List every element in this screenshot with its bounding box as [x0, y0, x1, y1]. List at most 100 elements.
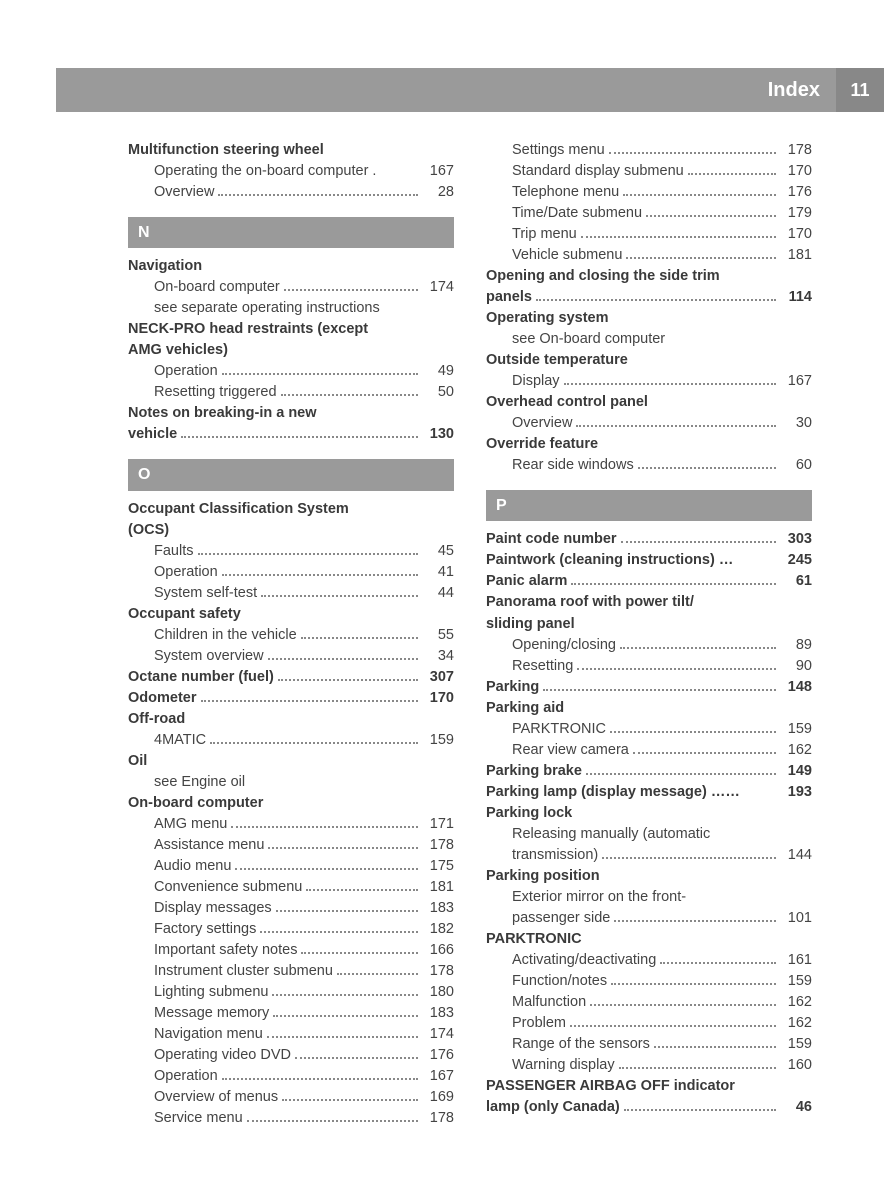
leader-dots — [576, 425, 776, 427]
index-subentry-label: Resetting triggered — [154, 382, 277, 403]
index-heading: Operating system — [486, 308, 812, 329]
index-entry-label: Paintwork (cleaning instructions) … — [486, 550, 733, 571]
index-entry-page: 193 — [780, 782, 812, 803]
index-entry-page: 61 — [780, 571, 812, 592]
index-subentry-page: 101 — [780, 908, 812, 929]
leader-dots — [660, 962, 776, 964]
index-subentry-label: Problem — [512, 1013, 566, 1034]
index-heading: Navigation — [128, 256, 454, 277]
index-subentry-label: passenger side — [512, 908, 610, 929]
leader-dots — [198, 553, 419, 555]
index-subentry-label: Range of the sensors — [512, 1034, 650, 1055]
index-subentry: Assistance menu178 — [128, 835, 454, 856]
header-title: Index — [768, 79, 820, 102]
index-entry: lamp (only Canada) 46 — [486, 1097, 812, 1118]
leader-dots — [620, 647, 776, 649]
index-subentry-label: Children in the vehicle — [154, 625, 297, 646]
index-entry-label: lamp (only Canada) — [486, 1097, 620, 1118]
index-subentry: 4MATIC159 — [128, 730, 454, 751]
index-subentry-page: 162 — [780, 1013, 812, 1034]
leader-dots — [610, 731, 776, 733]
index-subentry: Resetting90 — [486, 656, 812, 677]
index-entry-label: Paint code number — [486, 529, 617, 550]
index-heading: NECK-PRO head restraints (except — [128, 319, 454, 340]
index-entry: Parking lamp (display message) ……193 — [486, 782, 812, 803]
index-subentry: Resetting triggered50 — [128, 382, 454, 403]
leader-dots — [571, 583, 776, 585]
index-subentry-page: 34 — [422, 646, 454, 667]
index-subentry-page: 181 — [780, 245, 812, 266]
leader-dots — [536, 299, 776, 301]
index-entry: Parking148 — [486, 677, 812, 698]
index-subentry-label: Display — [512, 371, 560, 392]
leader-dots — [267, 1036, 418, 1038]
index-subentry-page: 167 — [422, 161, 454, 182]
index-subentry-label: Operation — [154, 562, 218, 583]
leader-dots — [581, 236, 776, 238]
leader-dots — [222, 574, 418, 576]
leader-dots — [231, 826, 418, 828]
leader-dots — [577, 668, 776, 670]
index-subentry: Operation167 — [128, 1066, 454, 1087]
page-number-box: 11 — [836, 68, 884, 112]
leader-dots — [278, 679, 418, 681]
leader-dots — [633, 752, 776, 754]
section-header: O — [128, 459, 454, 490]
index-subentry: Opening/closing89 — [486, 635, 812, 656]
index-heading: PASSENGER AIRBAG OFF indicator — [486, 1076, 812, 1097]
index-subentry: Important safety notes166 — [128, 940, 454, 961]
index-heading: sliding panel — [486, 614, 812, 635]
index-subentry: Operation 41 — [128, 562, 454, 583]
index-heading: AMG vehicles) — [128, 340, 454, 361]
index-subentry-page: 161 — [780, 950, 812, 971]
index-subentry-label: System overview — [154, 646, 264, 667]
index-subentry: Telephone menu176 — [486, 182, 812, 203]
index-subentry-page: 144 — [780, 845, 812, 866]
index-subentry: Overview of menus169 — [128, 1087, 454, 1108]
index-entry-label: Odometer — [128, 688, 197, 709]
index-subentry-page: 28 — [422, 182, 454, 203]
index-heading: Overhead control panel — [486, 392, 812, 413]
index-subentry-label: Important safety notes — [154, 940, 297, 961]
index-subentry: Rear view camera162 — [486, 740, 812, 761]
index-subentry-page: 169 — [422, 1087, 454, 1108]
index-entry: vehicle130 — [128, 424, 454, 445]
index-subentry: Operation49 — [128, 361, 454, 382]
index-subentry-label: Time/Date submenu — [512, 203, 642, 224]
index-entry-page: 307 — [422, 667, 454, 688]
leader-dots — [337, 973, 418, 975]
index-subentry: Standard display submenu170 — [486, 161, 812, 182]
leader-dots — [201, 700, 419, 702]
leader-dots — [614, 920, 776, 922]
index-subentry-label: Faults — [154, 541, 194, 562]
leader-dots — [602, 857, 776, 859]
index-subentry-label: Navigation menu — [154, 1024, 263, 1045]
leader-dots — [247, 1120, 418, 1122]
index-subentry-page: 170 — [780, 224, 812, 245]
index-subentry: Overview30 — [486, 413, 812, 434]
index-entry-page: 303 — [780, 529, 812, 550]
index-entry: Octane number (fuel)307 — [128, 667, 454, 688]
section-header: N — [128, 217, 454, 248]
leader-dots — [543, 689, 776, 691]
index-subentry: Operating video DVD176 — [128, 1045, 454, 1066]
index-subentry: Activating/deactivating161 — [486, 950, 812, 971]
index-subentry-page: 41 — [422, 562, 454, 583]
index-subentry-page: 167 — [422, 1066, 454, 1087]
index-entry-label: Parking — [486, 677, 539, 698]
index-subentry: Factory settings182 — [128, 919, 454, 940]
index-subentry-page: 30 — [780, 413, 812, 434]
leader-dots — [218, 194, 418, 196]
index-subentry-label: On-board computer — [154, 277, 280, 298]
index-subentry: Operating the on-board computer .167 — [128, 161, 454, 182]
index-subentry-label: Rear view camera — [512, 740, 629, 761]
leader-dots — [654, 1046, 776, 1048]
leader-dots — [570, 1025, 776, 1027]
index-entry-page: 46 — [780, 1097, 812, 1118]
index-subentry: Settings menu178 — [486, 140, 812, 161]
index-entry: Odometer170 — [128, 688, 454, 709]
leader-dots — [281, 394, 418, 396]
index-subentry-label: Assistance menu — [154, 835, 264, 856]
index-heading: Off-road — [128, 709, 454, 730]
index-subentry-text: see On-board computer — [486, 329, 812, 350]
